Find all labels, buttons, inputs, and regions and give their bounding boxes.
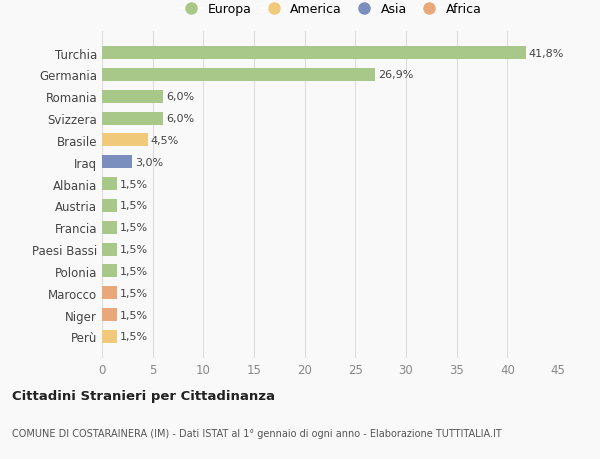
- Text: COMUNE DI COSTARAINERA (IM) - Dati ISTAT al 1° gennaio di ogni anno - Elaborazio: COMUNE DI COSTARAINERA (IM) - Dati ISTAT…: [12, 428, 502, 438]
- Bar: [102, 69, 374, 82]
- Bar: [102, 265, 117, 278]
- Bar: [102, 308, 117, 321]
- Text: 26,9%: 26,9%: [377, 70, 413, 80]
- Bar: [102, 134, 148, 147]
- Text: 1,5%: 1,5%: [120, 179, 148, 189]
- Text: 3,0%: 3,0%: [136, 157, 164, 168]
- Text: 1,5%: 1,5%: [120, 266, 148, 276]
- Text: 4,5%: 4,5%: [151, 135, 179, 146]
- Text: 1,5%: 1,5%: [120, 201, 148, 211]
- Text: 1,5%: 1,5%: [120, 310, 148, 320]
- Bar: [102, 90, 163, 104]
- Bar: [102, 199, 117, 213]
- Bar: [102, 221, 117, 234]
- Bar: [102, 286, 117, 300]
- Text: 1,5%: 1,5%: [120, 332, 148, 341]
- Bar: [102, 243, 117, 256]
- Text: 1,5%: 1,5%: [120, 288, 148, 298]
- Bar: [102, 156, 133, 169]
- Text: 6,0%: 6,0%: [166, 92, 194, 102]
- Text: 6,0%: 6,0%: [166, 114, 194, 124]
- Bar: [102, 112, 163, 125]
- Text: 1,5%: 1,5%: [120, 223, 148, 233]
- Bar: [102, 330, 117, 343]
- Text: 1,5%: 1,5%: [120, 245, 148, 255]
- Legend: Europa, America, Asia, Africa: Europa, America, Asia, Africa: [175, 0, 485, 20]
- Bar: [102, 47, 526, 60]
- Text: Cittadini Stranieri per Cittadinanza: Cittadini Stranieri per Cittadinanza: [12, 389, 275, 403]
- Bar: [102, 178, 117, 191]
- Text: 41,8%: 41,8%: [529, 49, 564, 58]
